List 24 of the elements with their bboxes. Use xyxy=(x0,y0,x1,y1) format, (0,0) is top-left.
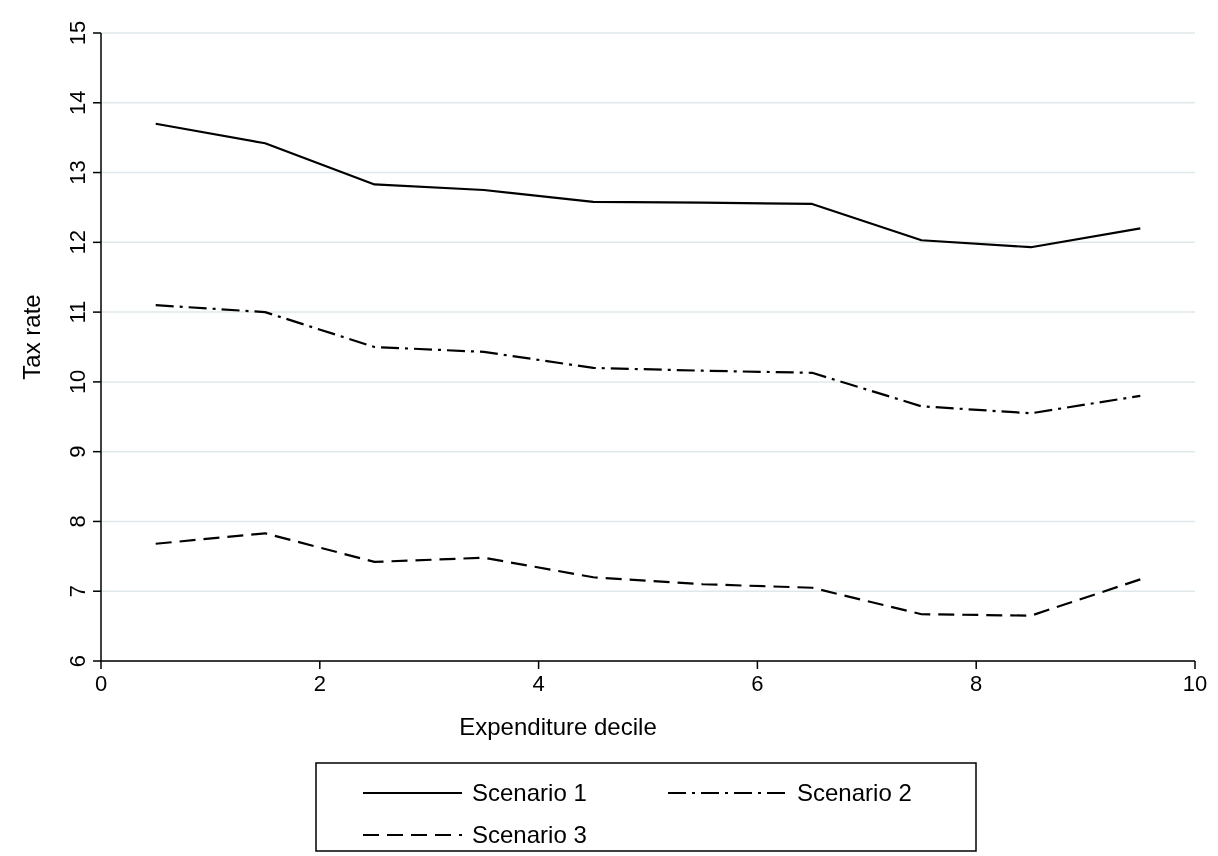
x-tick-label: 0 xyxy=(94,671,108,696)
y-tick-label: 13 xyxy=(65,160,90,185)
x-tick-label: 4 xyxy=(532,671,545,696)
x-tick-label: 8 xyxy=(970,671,983,696)
line-series xyxy=(154,532,1142,617)
y-tick-label: 12 xyxy=(65,230,90,255)
y-tick-label: 8 xyxy=(65,515,90,528)
y-tick-label: 6 xyxy=(65,654,90,668)
y-tick-label: 11 xyxy=(65,300,90,324)
x-tick-label: 2 xyxy=(313,671,326,696)
y-tick-label: 15 xyxy=(65,20,90,46)
y-tick-label: 9 xyxy=(65,445,90,458)
line-series xyxy=(154,304,1142,415)
y-tick-label: 10 xyxy=(65,369,90,395)
legend-label: Scenario 1 xyxy=(472,779,587,806)
y-tick-label: 14 xyxy=(65,90,90,116)
legend-label: Scenario 3 xyxy=(472,821,587,848)
x-tick-label: 6 xyxy=(751,671,764,696)
y-tick-label: 7 xyxy=(65,585,90,598)
y-axis-title: Tax rate xyxy=(18,294,45,380)
x-tick-label: 10 xyxy=(1182,671,1208,696)
x-axis-title: Expenditure decile xyxy=(459,713,657,740)
line-series xyxy=(154,122,1142,249)
legend-label: Scenario 2 xyxy=(797,779,912,806)
